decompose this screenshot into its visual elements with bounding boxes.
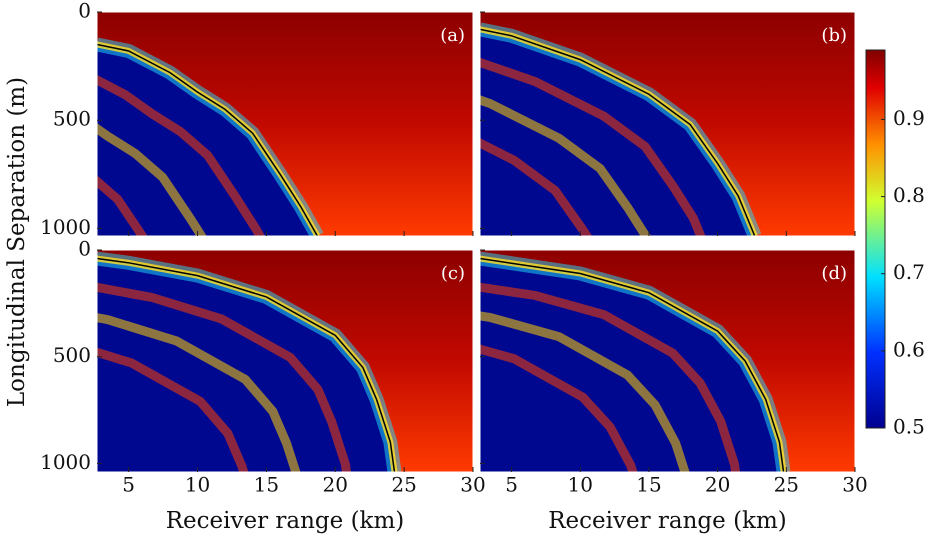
y-tick-label: 0: [78, 237, 91, 261]
axes-box: [96, 11, 474, 237]
high-region: [480, 12, 855, 236]
fringe: [97, 282, 351, 472]
fringe: [97, 123, 207, 236]
y-tick-label: 500: [53, 107, 91, 131]
boundary-line: [480, 257, 785, 472]
fringe: [480, 282, 741, 472]
colorbar-tick-label: 0.9: [893, 106, 925, 130]
x-tick-label: 15: [636, 473, 661, 497]
x-axis-label: Receiver range (km): [548, 508, 787, 534]
x-tick-label: 25: [774, 473, 799, 497]
fringe: [480, 344, 638, 472]
x-tick-label: 30: [842, 473, 867, 497]
fringe: [480, 138, 593, 236]
y-tick-label: 0: [78, 0, 91, 23]
panel: [480, 12, 855, 236]
high-region: [97, 250, 473, 472]
colorbar-tick-label: 0.5: [893, 415, 925, 439]
panel-label: (a): [440, 25, 465, 46]
boundary-line: [97, 257, 396, 472]
x-tick-label: 30: [460, 473, 485, 497]
colorbar-tick-label: 0.8: [893, 183, 925, 207]
fringe: [480, 57, 706, 236]
x-tick-label: 25: [391, 473, 416, 497]
colorbar: [865, 49, 886, 429]
x-tick-label: 20: [323, 473, 348, 497]
panel-label: (b): [821, 25, 847, 46]
axes-box: [96, 249, 474, 473]
panel: [97, 250, 473, 472]
axes-box: [479, 11, 856, 237]
boundary-line: [480, 28, 756, 236]
x-tick-label: 5: [122, 473, 135, 497]
boundary-line: [97, 43, 319, 236]
panel: [480, 250, 855, 472]
y-tick-label: 500: [53, 343, 91, 367]
colorbar-tick-label: 0.7: [893, 260, 925, 284]
fringe: [97, 347, 249, 472]
x-tick-label: 15: [254, 473, 279, 497]
fringe: [480, 95, 652, 236]
high-region: [97, 12, 473, 236]
x-tick-label: 20: [705, 473, 730, 497]
panel-label: (d): [821, 263, 847, 284]
fringe: [480, 311, 690, 472]
x-axis-label: Receiver range (km): [166, 508, 405, 534]
x-tick-label: 10: [568, 473, 593, 497]
panel-label: (c): [441, 263, 465, 284]
high-region: [480, 250, 855, 472]
x-tick-label: 5: [505, 473, 518, 497]
y-tick-label: 1000: [40, 450, 91, 474]
x-tick-label: 10: [185, 473, 210, 497]
y-axis-label: Longitudinal Separation (m): [4, 77, 30, 407]
colorbar-tick-label: 0.6: [893, 337, 925, 361]
axes-box: [479, 249, 856, 473]
y-tick-label: 1000: [40, 215, 91, 239]
panel: [97, 12, 473, 236]
